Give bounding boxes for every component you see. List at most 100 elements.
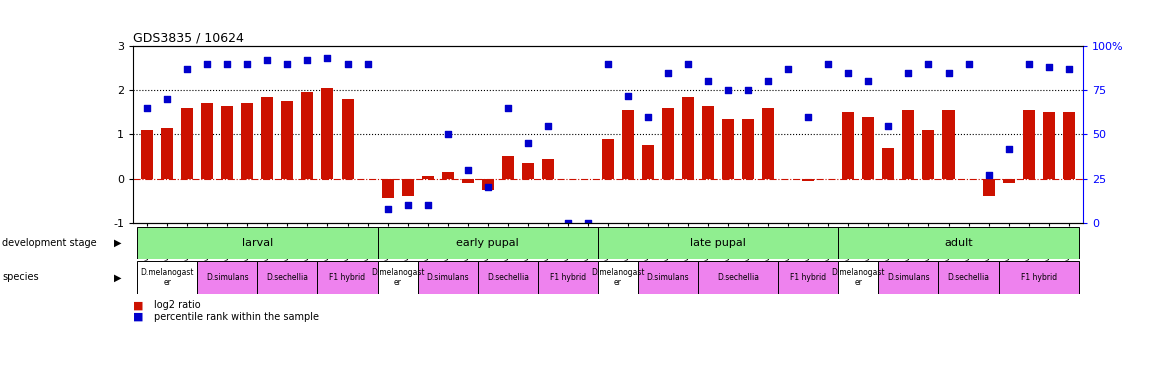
Bar [161,128,174,179]
Bar [598,227,838,259]
Point [439,131,457,137]
Point [157,96,176,102]
Bar [842,112,855,179]
Bar [742,119,754,179]
Point [799,114,818,120]
Point [679,61,697,67]
Bar [838,227,1079,259]
Text: D.sechellia: D.sechellia [717,273,760,282]
Bar [723,119,734,179]
Bar [778,261,838,294]
Point [239,61,257,67]
Point [779,66,798,72]
Bar [482,179,493,190]
Bar [943,110,954,179]
Bar [221,106,233,179]
Bar [702,106,714,179]
Point [819,61,837,67]
Point [618,93,637,99]
Point [599,61,617,67]
Point [499,105,518,111]
Bar [422,176,433,179]
Point [218,61,236,67]
Point [999,146,1018,152]
Point [558,220,577,226]
Text: log2 ratio: log2 ratio [154,300,200,310]
Text: F1 hybrid: F1 hybrid [330,273,366,282]
Point [579,220,598,226]
Point [639,114,658,120]
Bar [418,261,478,294]
Bar [902,110,915,179]
Text: development stage: development stage [2,238,97,248]
Point [398,202,417,208]
Bar [478,261,537,294]
Text: species: species [2,272,39,283]
Bar [762,108,775,179]
Point [758,78,777,84]
Bar [281,101,293,179]
Bar [537,261,598,294]
Bar [322,88,334,179]
Bar [838,261,879,294]
Text: adult: adult [944,238,973,248]
Text: F1 hybrid: F1 hybrid [550,273,586,282]
Text: D.simulans: D.simulans [206,273,249,282]
Bar [402,179,413,196]
Text: D.sechellia: D.sechellia [486,273,529,282]
Text: D.simulans: D.simulans [426,273,469,282]
Bar [1063,112,1075,179]
Bar [257,261,317,294]
Point [739,87,757,93]
Text: ▶: ▶ [115,238,122,248]
Point [379,205,397,212]
Bar [1023,110,1034,179]
Point [959,61,977,67]
Bar [983,179,995,196]
Text: D.sechellia: D.sechellia [947,273,990,282]
Bar [938,261,998,294]
Bar [378,227,598,259]
Bar [522,163,534,179]
Text: percentile rank within the sample: percentile rank within the sample [154,312,318,322]
Bar [378,261,418,294]
Point [299,57,317,63]
Bar [662,108,674,179]
Text: D.simulans: D.simulans [887,273,930,282]
Text: F1 hybrid: F1 hybrid [790,273,827,282]
Bar [317,261,378,294]
Point [1060,66,1078,72]
Bar [382,179,394,199]
Text: D.melanogast
er: D.melanogast er [371,268,424,287]
Text: late pupal: late pupal [690,238,746,248]
Point [879,122,897,129]
Point [278,61,296,67]
Bar [542,159,554,179]
Point [939,70,958,76]
Bar [197,261,257,294]
Point [659,70,677,76]
Point [418,202,437,208]
Text: D.sechellia: D.sechellia [266,273,308,282]
Point [138,105,156,111]
Bar [802,179,814,181]
Text: GDS3835 / 10624: GDS3835 / 10624 [133,31,244,44]
Text: ■: ■ [133,300,144,310]
Point [980,172,998,178]
Bar [622,110,633,179]
Text: D.simulans: D.simulans [646,273,689,282]
Point [698,78,717,84]
Bar [642,146,654,179]
Bar [882,148,894,179]
Point [459,167,477,173]
Point [1019,61,1038,67]
Point [178,66,197,72]
Text: F1 hybrid: F1 hybrid [1020,273,1057,282]
Bar [1042,112,1055,179]
Text: early pupal: early pupal [456,238,519,248]
Text: ■: ■ [133,312,144,322]
Point [478,184,497,190]
Point [338,61,357,67]
Point [198,61,217,67]
Point [258,57,277,63]
